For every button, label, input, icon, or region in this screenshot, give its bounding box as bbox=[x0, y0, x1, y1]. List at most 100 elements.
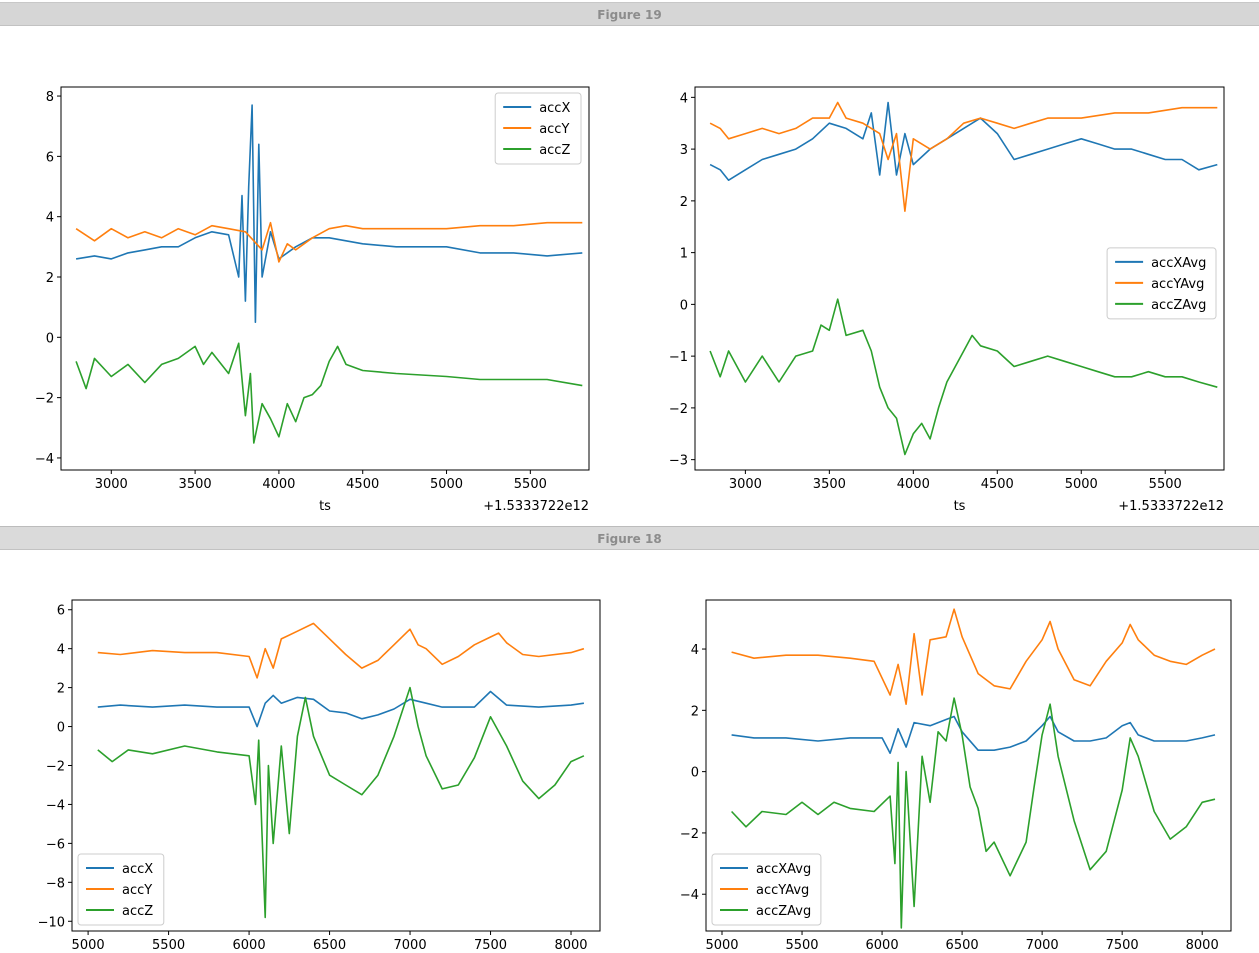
x-tick-label: 3500 bbox=[179, 477, 212, 492]
series-line-accY bbox=[97, 622, 585, 679]
x-tick-label: 6000 bbox=[233, 938, 266, 953]
window-title: Figure 19 bbox=[597, 8, 662, 22]
y-tick-label: 6 bbox=[46, 150, 54, 165]
x-offset-text: +1.5333722e12 bbox=[483, 499, 589, 514]
x-tick-label: 5500 bbox=[514, 477, 547, 492]
y-tick-label: 2 bbox=[680, 195, 688, 210]
axes-frame bbox=[705, 599, 1232, 932]
figure-window-top: Figure 19 3000 3500 4000 4500 5000 5500 −4 −2 0 2… bbox=[0, 2, 1259, 514]
axes-frame bbox=[60, 86, 590, 471]
series-line-accX bbox=[75, 104, 583, 323]
legend: accXAvg accYAvg accZAvg bbox=[711, 853, 822, 926]
y-tick-label: −8 bbox=[46, 876, 65, 891]
x-tick-label: 7000 bbox=[394, 938, 427, 953]
y-tick-label: 0 bbox=[57, 721, 65, 736]
y-tick-label: −2 bbox=[680, 827, 699, 842]
y-tick-label: 0 bbox=[46, 331, 54, 346]
window-titlebar[interactable]: Figure 19 bbox=[0, 2, 1259, 26]
y-tick-label: 3 bbox=[680, 143, 688, 158]
x-tick-label: 4000 bbox=[262, 477, 295, 492]
y-tick-label: 2 bbox=[57, 682, 65, 697]
x-tick-label: 8000 bbox=[1186, 938, 1219, 953]
x-tick-label: 5000 bbox=[72, 938, 105, 953]
figure-canvas: 5000 5500 6000 6500 7000 7500 8000 −10 −8 −6 −4 −2 0… bbox=[38, 599, 1232, 953]
legend-label-accX: accX bbox=[122, 862, 153, 877]
y-tick-label: 4 bbox=[46, 211, 54, 226]
series-line-accYAvg bbox=[709, 101, 1218, 212]
chart-panel-1: 3000 3500 4000 4500 5000 5500 −4 −2 0 2 4 6 8 ts +1.53… bbox=[35, 86, 590, 514]
legend: accX accY accZ bbox=[494, 92, 582, 165]
y-tick-label: −4 bbox=[46, 798, 65, 813]
chart-panel-2: 3000 3500 4000 4500 5000 5500 −3 −2 −1 0 1 2 3 4 ts +1.… bbox=[669, 86, 1225, 514]
x-tick-label: 3000 bbox=[95, 477, 128, 492]
window-title: Figure 18 bbox=[597, 532, 662, 546]
y-tick-label: −10 bbox=[38, 915, 65, 930]
chart-panel-4: 5000 5500 6000 6500 7000 7500 8000 −4 −2 0 2 4 accXA… bbox=[680, 599, 1232, 953]
x-tick-label: 4500 bbox=[981, 477, 1014, 492]
x-tick-label: 8000 bbox=[554, 938, 587, 953]
y-tick-label: 2 bbox=[691, 704, 699, 719]
series-group bbox=[97, 622, 585, 919]
series-group bbox=[731, 608, 1216, 929]
y-tick-label: −3 bbox=[669, 454, 688, 469]
x-axis-label: ts bbox=[954, 499, 966, 514]
axes-frame bbox=[694, 86, 1225, 471]
series-line-accZ bbox=[75, 342, 583, 444]
y-tick-label: −1 bbox=[669, 350, 688, 365]
y-tick-label: −2 bbox=[669, 402, 688, 417]
series-group bbox=[709, 101, 1218, 456]
legend-label-accZ: accZ bbox=[122, 904, 153, 919]
legend-box bbox=[1106, 247, 1217, 320]
x-tick-label: 7000 bbox=[1026, 938, 1059, 953]
series-line-accZAvg bbox=[731, 697, 1216, 929]
y-tick-label: −2 bbox=[46, 760, 65, 775]
y-tick-label: −4 bbox=[35, 452, 54, 467]
x-tick-label: 6500 bbox=[946, 938, 979, 953]
series-line-accY bbox=[75, 221, 583, 263]
figure-window-bottom: Figure 18 5000 5500 6000 6500 7000 7500 8000 −1… bbox=[0, 522, 1259, 953]
legend-label-accZ: accZ bbox=[539, 143, 570, 158]
series-line-accZAvg bbox=[709, 298, 1218, 456]
y-tick-label: 6 bbox=[57, 604, 65, 619]
y-tick-label: −6 bbox=[46, 837, 65, 852]
legend-label-accZAvg: accZAvg bbox=[1151, 298, 1206, 313]
legend: accXAvg accYAvg accZAvg bbox=[1106, 247, 1217, 320]
series-line-accYAvg bbox=[731, 608, 1216, 705]
figure-canvas: 3000 3500 4000 4500 5000 5500 −4 −2 0 2 4 6 8 ts +1.53… bbox=[35, 86, 1225, 514]
legend: accX accY accZ bbox=[77, 853, 165, 926]
legend-label-accY: accY bbox=[539, 122, 569, 137]
legend-label-accXAvg: accXAvg bbox=[756, 862, 811, 877]
legend-box bbox=[77, 853, 165, 926]
y-tick-label: 4 bbox=[57, 643, 65, 658]
x-tick-label: 7500 bbox=[1106, 938, 1139, 953]
x-tick-label: 5000 bbox=[430, 477, 463, 492]
x-tick-label: 5500 bbox=[1149, 477, 1182, 492]
x-tick-label: 4000 bbox=[897, 477, 930, 492]
y-tick-label: 2 bbox=[46, 271, 54, 286]
y-tick-label: 4 bbox=[691, 643, 699, 658]
x-tick-label: 5000 bbox=[705, 938, 738, 953]
x-tick-label: 3500 bbox=[813, 477, 846, 492]
y-tick-label: 8 bbox=[46, 90, 54, 105]
y-tick-label: −4 bbox=[680, 888, 699, 903]
legend-label-accXAvg: accXAvg bbox=[1151, 256, 1206, 271]
legend-box bbox=[711, 853, 822, 926]
x-tick-label: 5500 bbox=[152, 938, 185, 953]
y-tick-label: 0 bbox=[680, 298, 688, 313]
legend-label-accYAvg: accYAvg bbox=[1151, 277, 1204, 292]
y-tick-label: −2 bbox=[35, 392, 54, 407]
x-offset-text: +1.5333722e12 bbox=[1118, 499, 1224, 514]
chart-panel-3: 5000 5500 6000 6500 7000 7500 8000 −10 −8 −6 −4 −2 0… bbox=[38, 599, 601, 953]
y-tick-label: 0 bbox=[691, 766, 699, 781]
x-tick-label: 6500 bbox=[313, 938, 346, 953]
series-line-accXAvg bbox=[709, 101, 1218, 181]
legend-label-accY: accY bbox=[122, 883, 152, 898]
y-tick-label: 1 bbox=[680, 247, 688, 262]
x-tick-label: 6000 bbox=[866, 938, 899, 953]
x-tick-label: 7500 bbox=[474, 938, 507, 953]
y-tick-label: 4 bbox=[680, 91, 688, 106]
x-tick-label: 5500 bbox=[785, 938, 818, 953]
window-titlebar[interactable]: Figure 18 bbox=[0, 526, 1259, 550]
legend-box bbox=[494, 92, 582, 165]
x-tick-label: 3000 bbox=[729, 477, 762, 492]
